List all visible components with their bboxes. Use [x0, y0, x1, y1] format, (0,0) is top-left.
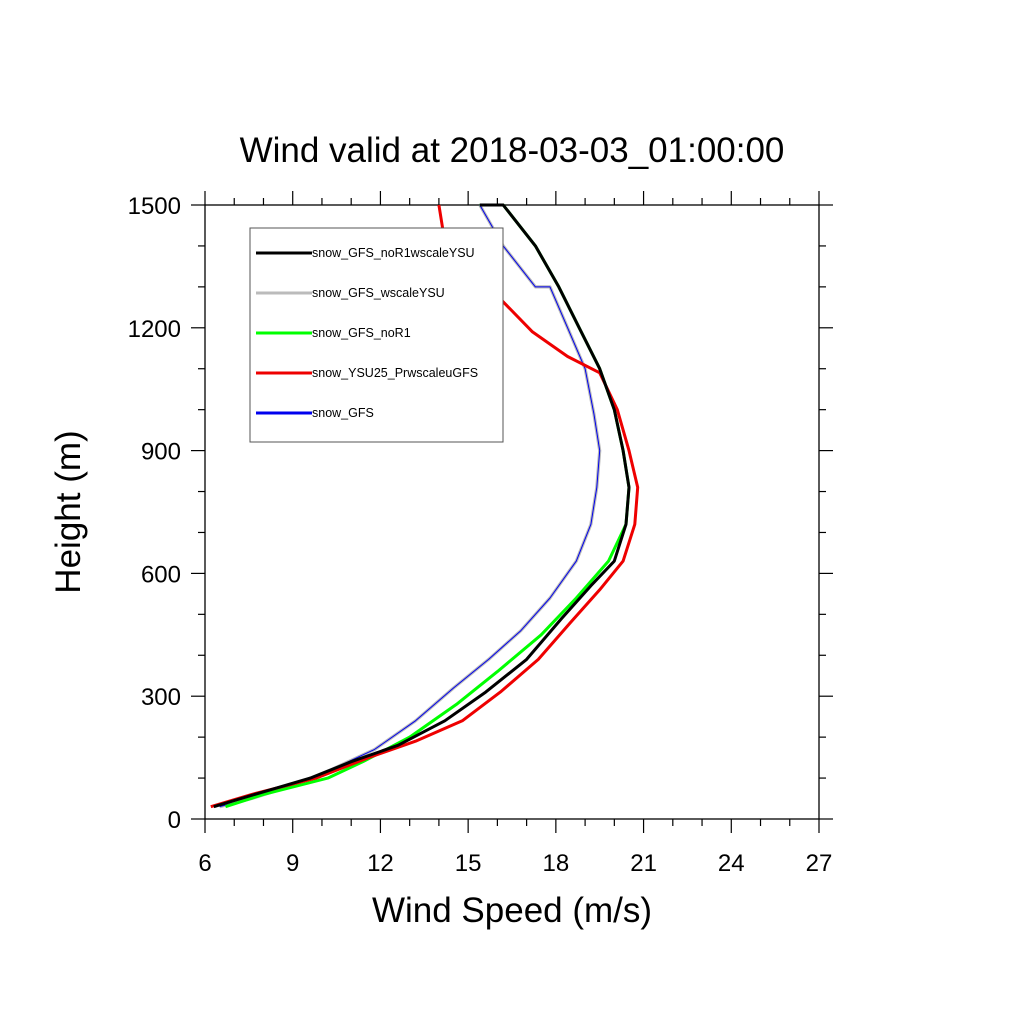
- y-tick-label: 1500: [128, 193, 181, 220]
- y-axis-label: Height (m): [49, 430, 88, 593]
- x-tick-label: 12: [367, 850, 394, 877]
- legend-label: snow_YSU25_PrwscaleuGFS: [312, 366, 478, 380]
- x-tick-label: 24: [718, 850, 745, 877]
- plot-frame: [204, 204, 820, 820]
- y-tick-label: 0: [168, 807, 181, 834]
- y-tick-label: 600: [141, 561, 181, 588]
- y-tick-label: 300: [141, 684, 181, 711]
- x-tick-label: 18: [543, 850, 570, 877]
- x-tick-label: 21: [630, 850, 657, 877]
- legend-label: snow_GFS_noR1: [312, 326, 411, 340]
- x-tick-label: 27: [806, 850, 833, 877]
- plot-area: [204, 204, 820, 820]
- legend-box: [249, 227, 504, 443]
- legend: snow_GFS_noR1wscaleYSU snow_GFS_wscaleYSU…: [249, 227, 504, 443]
- series-line-snow_YSU25_PrwscaleuGFS: [210, 204, 640, 809]
- legend-label: snow_GFS_wscaleYSU: [312, 286, 445, 300]
- x-tick-label: 15: [455, 850, 482, 877]
- legend-label: snow_GFS: [312, 406, 374, 420]
- x-axis-label: Wind Speed (m/s): [372, 891, 652, 930]
- series-line-snow_GFS_noR1wscaleYSU: [213, 203, 631, 809]
- chart-title: Wind valid at 2018-03-03_01:00:00: [240, 131, 785, 170]
- series-lines: [210, 203, 640, 809]
- y-tick-label: 1200: [128, 316, 181, 343]
- x-tick-label: 9: [286, 850, 299, 877]
- legend-label: snow_GFS_noR1wscaleYSU: [312, 246, 475, 260]
- x-tick-label: 6: [198, 850, 211, 877]
- y-tick-label: 900: [141, 439, 181, 466]
- axis-ticks: 6 9 12 15 18 21 24 27 0 300 600 900 1200 1500: [128, 191, 833, 877]
